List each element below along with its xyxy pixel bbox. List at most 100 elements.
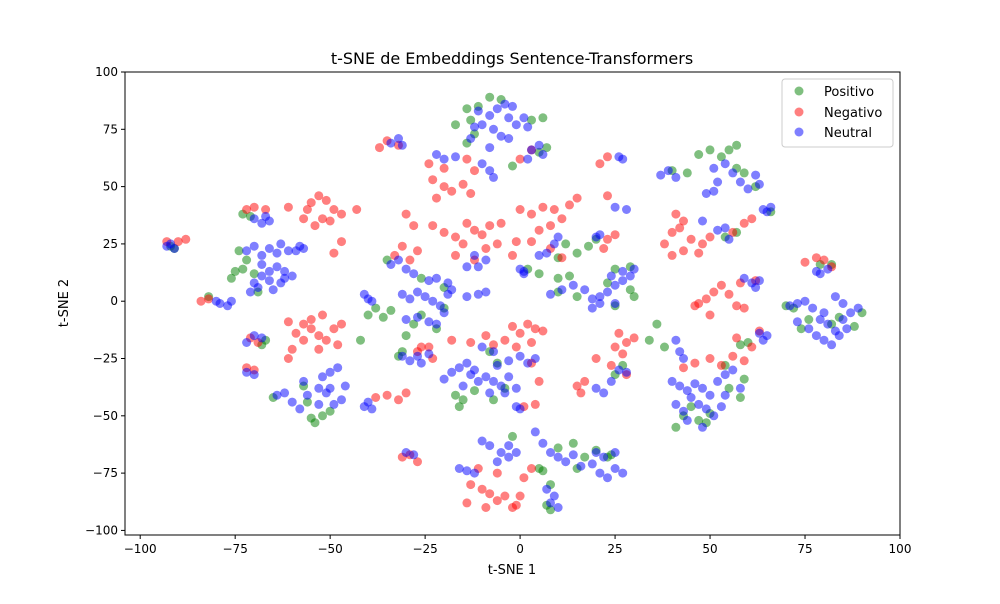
point-negativo	[732, 301, 742, 311]
point-neutral	[272, 248, 282, 258]
point-neutral	[811, 331, 821, 341]
point-neutral	[428, 296, 438, 306]
point-neutral	[713, 177, 723, 187]
point-negativo	[679, 363, 688, 373]
point-negativo	[538, 202, 548, 212]
point-neutral	[394, 255, 403, 265]
point-neutral	[698, 216, 707, 226]
point-negativo	[500, 335, 510, 345]
point-neutral	[542, 248, 552, 258]
point-negativo	[519, 473, 529, 483]
point-negativo	[337, 319, 346, 329]
point-negativo	[196, 296, 206, 306]
point-negativo	[599, 244, 609, 253]
point-negativo	[283, 354, 293, 363]
point-neutral	[340, 381, 350, 391]
point-neutral	[257, 218, 267, 228]
point-negativo	[462, 498, 472, 508]
point-negativo	[622, 338, 631, 347]
point-neutral	[439, 308, 449, 318]
point-neutral	[405, 294, 415, 304]
point-negativo	[337, 209, 346, 219]
point-neutral	[462, 292, 472, 302]
point-negativo	[492, 496, 502, 506]
point-neutral	[690, 379, 700, 389]
point-neutral	[846, 308, 856, 318]
point-negativo	[603, 152, 612, 162]
point-negativo	[481, 331, 491, 341]
point-neutral	[504, 372, 514, 382]
point-neutral	[534, 250, 544, 260]
point-neutral	[268, 285, 278, 295]
point-positivo	[302, 397, 312, 407]
point-neutral	[496, 381, 506, 391]
point-neutral	[253, 283, 263, 292]
point-neutral	[549, 491, 559, 501]
point-negativo	[485, 489, 495, 499]
point-negativo	[466, 189, 476, 198]
point-neutral	[728, 168, 738, 178]
point-negativo	[409, 221, 419, 231]
point-neutral	[416, 358, 426, 368]
point-neutral	[492, 360, 502, 370]
point-neutral	[716, 402, 726, 412]
point-neutral	[705, 390, 715, 400]
point-neutral	[245, 287, 255, 297]
axis-ticks: −100 −75 −50 −25 0 25 50 75 100 −100 −75 −50 −25 0 25 5…	[85, 65, 911, 556]
point-neutral	[622, 205, 631, 214]
point-positivo	[724, 383, 734, 393]
point-positivo	[553, 443, 563, 453]
point-neutral	[443, 278, 453, 288]
point-negativo	[698, 239, 707, 249]
point-negativo	[500, 491, 510, 501]
point-negativo	[397, 241, 407, 251]
point-positivo	[542, 143, 552, 153]
point-neutral	[709, 186, 719, 196]
point-positivo	[363, 310, 373, 320]
point-neutral	[720, 159, 730, 169]
point-neutral	[439, 154, 449, 164]
point-neutral	[264, 244, 274, 253]
point-neutral	[424, 317, 434, 327]
point-negativo	[523, 319, 533, 329]
x-axis-label: t-SNE 1	[488, 563, 536, 578]
point-neutral	[815, 315, 825, 324]
point-neutral	[397, 289, 407, 299]
point-negativo	[515, 328, 525, 338]
point-neutral	[470, 250, 479, 260]
point-negativo	[534, 225, 544, 235]
point-positivo	[686, 402, 696, 412]
point-negativo	[508, 503, 517, 512]
point-negativo	[489, 340, 498, 350]
point-negativo	[724, 289, 734, 299]
point-neutral	[838, 315, 848, 324]
point-neutral	[287, 397, 297, 407]
point-neutral	[754, 276, 764, 286]
point-negativo	[416, 342, 426, 352]
chart-title: t-SNE de Embeddings Sentence-Transformer…	[331, 49, 693, 68]
point-neutral	[299, 376, 309, 386]
point-neutral	[397, 140, 407, 150]
y-tick-label: 75	[103, 122, 118, 136]
points-layer	[162, 92, 867, 515]
y-tick-label: 50	[103, 180, 118, 194]
point-positivo	[660, 342, 669, 352]
point-negativo	[603, 234, 612, 244]
point-negativo	[716, 360, 726, 370]
point-neutral	[804, 324, 814, 334]
point-neutral	[838, 299, 848, 308]
point-neutral	[842, 324, 852, 334]
point-negativo	[492, 239, 502, 249]
point-negativo	[591, 354, 601, 363]
x-tick-label: −75	[223, 542, 248, 556]
point-neutral	[462, 466, 472, 476]
point-positivo	[378, 312, 388, 322]
point-neutral	[819, 308, 829, 318]
point-negativo	[299, 335, 309, 345]
point-neutral	[329, 399, 339, 409]
point-neutral	[386, 138, 396, 148]
point-neutral	[523, 154, 533, 164]
point-neutral	[834, 331, 844, 341]
point-neutral	[792, 299, 802, 308]
point-neutral	[394, 134, 403, 143]
